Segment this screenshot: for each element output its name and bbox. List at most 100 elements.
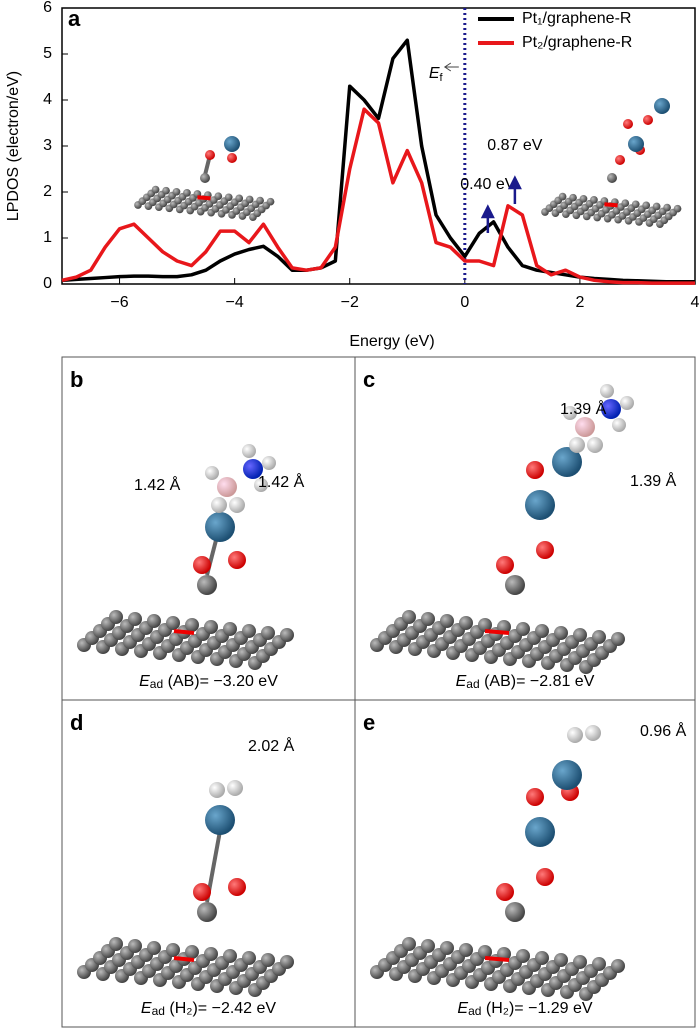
y-tick-label: 4 [43, 91, 52, 108]
atom [228, 878, 246, 896]
atom [280, 955, 294, 969]
x-tick-label: −2 [341, 294, 359, 311]
atom [554, 626, 568, 640]
energy-symbol: E [139, 673, 150, 690]
atom [280, 628, 294, 642]
atom [205, 466, 219, 480]
atom [440, 941, 454, 955]
atom [223, 622, 237, 636]
x-tick-label: 2 [575, 294, 584, 311]
atom [652, 202, 661, 211]
atom [611, 632, 625, 646]
atom [621, 199, 630, 208]
atom [205, 512, 235, 542]
energy-value: (H₂)= −2.42 eV [165, 1000, 276, 1017]
atom [204, 620, 218, 634]
atom [205, 150, 215, 160]
atom [243, 459, 263, 479]
atom [525, 490, 555, 520]
atom [526, 461, 544, 479]
distance-label: 2.02 Å [248, 736, 295, 755]
atom [615, 155, 625, 165]
panel-frame [354, 699, 696, 1028]
series-line [61, 107, 695, 285]
atom [261, 626, 275, 640]
atom [109, 610, 123, 624]
atom [256, 196, 264, 205]
energy-value: (H₂)= −1.29 eV [481, 1000, 592, 1017]
atom [459, 943, 473, 957]
y-tick-label: 2 [43, 183, 52, 200]
atom [205, 805, 235, 835]
annotation: 0.87 eV [487, 137, 542, 154]
annotation-arrow [507, 175, 522, 204]
atom [229, 497, 245, 513]
x-tick-label: 4 [691, 294, 700, 311]
atom [642, 201, 651, 210]
atom [505, 575, 525, 595]
energy-subscript: ad [466, 677, 479, 691]
atom [440, 614, 454, 628]
atom [563, 406, 577, 420]
adsorption-energy: Ead (AB)= −2.81 eV [456, 673, 595, 691]
atom [235, 194, 244, 203]
atom [478, 618, 492, 632]
atom [266, 197, 275, 206]
panel-letter: a [68, 6, 81, 31]
atom [628, 136, 644, 152]
atom [569, 193, 577, 202]
y-tick-label: 3 [43, 137, 52, 154]
atom [109, 937, 123, 951]
x-axis-title: Energy (eV) [349, 333, 434, 350]
atom [402, 610, 416, 624]
atom [209, 782, 225, 798]
energy-subscript: ad [468, 1004, 481, 1018]
atom [193, 883, 211, 901]
atom [227, 780, 243, 796]
atom [612, 418, 626, 432]
x-tick-label: 0 [460, 294, 469, 311]
atom [535, 624, 549, 638]
atom [166, 616, 180, 630]
atom [421, 612, 435, 626]
atom [575, 417, 595, 437]
atom [242, 624, 256, 638]
atom [172, 187, 181, 196]
legend-label: Pt₂/graphene-R [522, 34, 632, 51]
atom [166, 943, 180, 957]
energy-symbol: E [141, 1000, 152, 1017]
atom [592, 630, 606, 644]
atom [224, 136, 240, 152]
bond [173, 629, 195, 635]
atom [197, 575, 217, 595]
atom [654, 98, 670, 114]
atom [193, 556, 211, 574]
energy-subscript: ad [152, 1004, 165, 1018]
atom [643, 115, 653, 125]
y-axis-title: LPDOS (electron/eV) [5, 71, 22, 221]
atom [600, 384, 614, 398]
x-tick-label: −6 [110, 294, 128, 311]
panel-letter: d [70, 710, 83, 735]
atom [552, 760, 582, 790]
fermi-label-main: E [429, 65, 440, 82]
atom [128, 939, 142, 953]
atom [211, 497, 227, 513]
atom [162, 186, 170, 195]
atom [261, 953, 275, 967]
atom [402, 937, 416, 951]
panel-letter: b [70, 367, 83, 392]
atom [592, 957, 606, 971]
annotation: 0.40 eV [460, 176, 515, 193]
x-tick-label: −4 [226, 294, 244, 311]
energy-symbol: E [456, 673, 467, 690]
panel-letter: e [363, 710, 375, 735]
fermi-label: Ef [429, 65, 444, 84]
atom [567, 727, 583, 743]
atom [505, 902, 525, 922]
atom [459, 616, 473, 630]
energy-symbol: E [457, 1000, 468, 1017]
distance-label: 1.39 Å [630, 471, 677, 490]
atom [601, 399, 621, 419]
atom [217, 477, 237, 497]
